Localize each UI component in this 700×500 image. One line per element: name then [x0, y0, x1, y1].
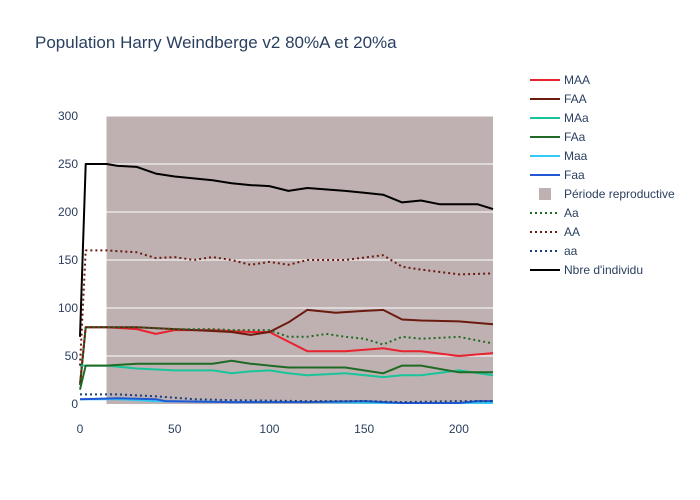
- legend-item[interactable]: Aa: [530, 206, 579, 220]
- x-tick-label: 100: [259, 422, 279, 436]
- legend-label: Nbre d'individu: [564, 263, 643, 277]
- y-tick-label: 300: [58, 109, 78, 123]
- legend-label: MAA: [564, 73, 590, 87]
- legend-item[interactable]: Nbre d'individu: [530, 263, 643, 277]
- x-tick-label: 50: [168, 422, 182, 436]
- y-tick-label: 0: [71, 397, 78, 411]
- x-axis: 0 50 100 150 200: [77, 422, 470, 436]
- legend-item[interactable]: Faa: [530, 168, 585, 182]
- legend: MAA FAA MAa FAa Maa Faa Période reproductive Aa…: [530, 73, 675, 277]
- legend-item[interactable]: FAA: [530, 92, 587, 106]
- legend-item[interactable]: Période reproductive: [539, 187, 675, 201]
- legend-label: Maa: [564, 149, 588, 163]
- legend-label: MAa: [564, 111, 589, 125]
- x-tick-label: 150: [354, 422, 374, 436]
- legend-label: AA: [564, 225, 580, 239]
- legend-item[interactable]: AA: [530, 225, 580, 239]
- legend-label: FAA: [564, 92, 587, 106]
- plot-area: [80, 116, 493, 404]
- x-tick-label: 200: [449, 422, 469, 436]
- legend-label: Faa: [564, 168, 585, 182]
- legend-swatch: [539, 188, 551, 200]
- legend-item[interactable]: FAa: [530, 130, 586, 144]
- legend-item[interactable]: Maa: [530, 149, 588, 163]
- legend-label: Période reproductive: [564, 187, 675, 201]
- y-axis: 0 50 100 150 200 250 300: [58, 109, 78, 411]
- legend-item[interactable]: aa: [530, 244, 578, 258]
- y-tick-label: 150: [58, 253, 78, 267]
- legend-item[interactable]: MAa: [530, 111, 589, 125]
- legend-label: Aa: [564, 206, 579, 220]
- legend-label: aa: [564, 244, 578, 258]
- y-tick-label: 200: [58, 205, 78, 219]
- legend-label: FAa: [564, 130, 586, 144]
- y-tick-label: 50: [65, 349, 79, 363]
- x-tick-label: 0: [77, 422, 84, 436]
- legend-item[interactable]: MAA: [530, 73, 590, 87]
- y-tick-label: 250: [58, 157, 78, 171]
- y-tick-label: 100: [58, 301, 78, 315]
